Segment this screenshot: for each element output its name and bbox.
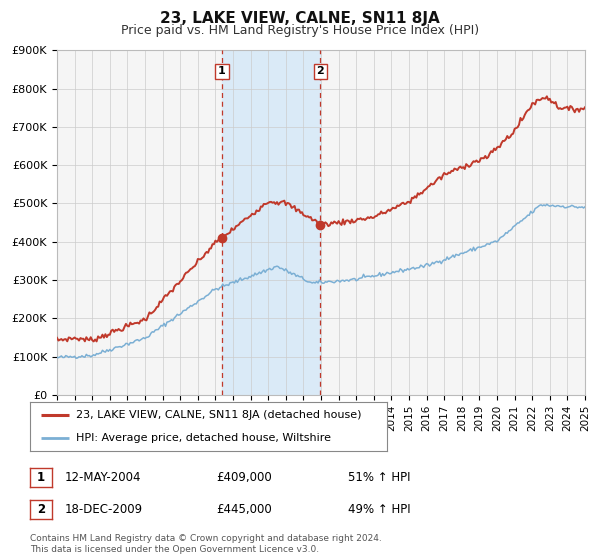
Text: 2: 2 [316, 67, 324, 77]
Text: This data is licensed under the Open Government Licence v3.0.: This data is licensed under the Open Gov… [30, 545, 319, 554]
Text: 49% ↑ HPI: 49% ↑ HPI [348, 503, 410, 516]
Text: Contains HM Land Registry data © Crown copyright and database right 2024.: Contains HM Land Registry data © Crown c… [30, 534, 382, 543]
Text: HPI: Average price, detached house, Wiltshire: HPI: Average price, detached house, Wilt… [76, 433, 331, 442]
Text: 2: 2 [37, 503, 45, 516]
Text: £445,000: £445,000 [216, 503, 272, 516]
Text: 23, LAKE VIEW, CALNE, SN11 8JA (detached house): 23, LAKE VIEW, CALNE, SN11 8JA (detached… [76, 410, 362, 420]
Bar [222, 50, 320, 395]
Text: 51% ↑ HPI: 51% ↑ HPI [348, 470, 410, 484]
Text: 1: 1 [37, 470, 45, 484]
Text: 12-MAY-2004: 12-MAY-2004 [65, 470, 142, 484]
Text: 1: 1 [218, 67, 226, 77]
Text: Price paid vs. HM Land Registry's House Price Index (HPI): Price paid vs. HM Land Registry's House … [121, 24, 479, 37]
Text: £409,000: £409,000 [216, 470, 272, 484]
Text: 18-DEC-2009: 18-DEC-2009 [65, 503, 143, 516]
Text: 23, LAKE VIEW, CALNE, SN11 8JA: 23, LAKE VIEW, CALNE, SN11 8JA [160, 11, 440, 26]
